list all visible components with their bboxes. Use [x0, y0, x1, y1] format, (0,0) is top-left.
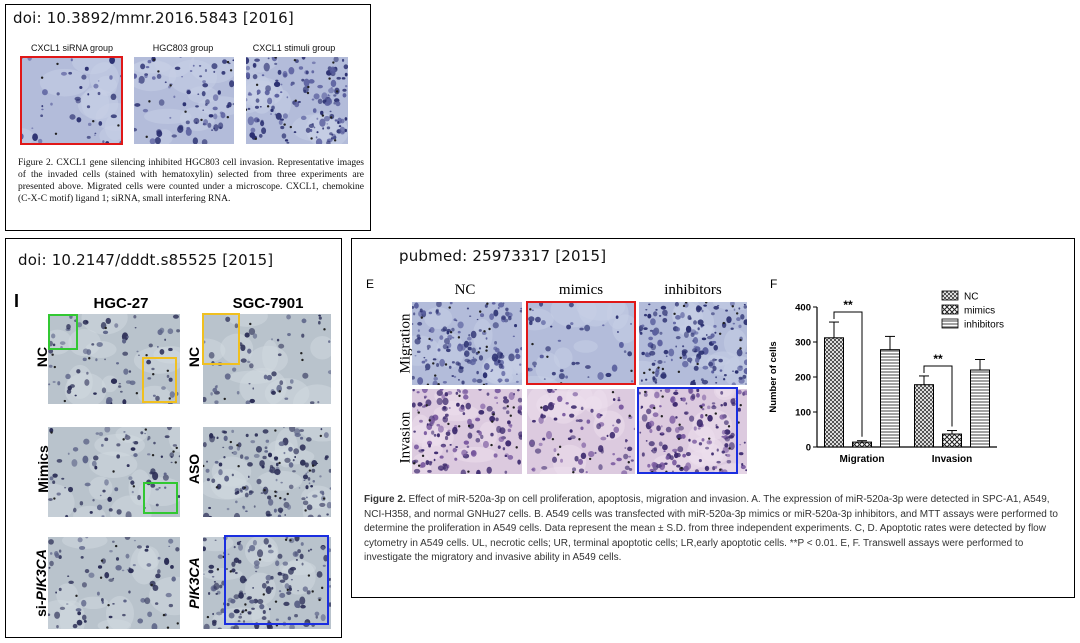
micrograph-blue: [203, 314, 331, 404]
panel-letter: E: [366, 277, 375, 291]
significance-marker: **: [843, 298, 853, 312]
row-label: si-PIK3CA: [33, 549, 49, 617]
bar-chart: 0 100 200 300 400 Number of cells Migration ** I…: [768, 290, 1004, 465]
row-label: PIK3CA: [186, 557, 202, 609]
column-label: CXCL1 stimuli group: [252, 43, 336, 53]
highlight-box-blue: [224, 535, 329, 625]
caption-label: Figure 2.: [364, 494, 406, 505]
bar: [942, 433, 962, 448]
doi-label: pubmed: 25973317 [2015]: [399, 247, 607, 265]
highlight-box-yellow: [142, 357, 177, 403]
highlight-box-yellow: [202, 313, 240, 365]
legend-swatch: [941, 290, 959, 301]
micrograph-blue: [134, 57, 234, 144]
bar: [880, 349, 900, 448]
bar: [970, 369, 990, 448]
figure-caption: Figure 2. CXCL1 gene silencing inhibited…: [18, 158, 364, 204]
micrograph-purple: [527, 389, 635, 474]
legend-swatch: [941, 318, 959, 329]
bar: [824, 337, 844, 448]
column-header: HGC-27: [93, 295, 149, 312]
figure-panel-2: doi: 10.2147/dddt.s85525 [2015] I HGC-27…: [5, 238, 342, 638]
y-tick-label: 200: [795, 373, 811, 384]
highlight-box-red: [526, 301, 636, 385]
column-label: CXCL1 siRNA group: [30, 43, 114, 53]
row-label: ASO: [186, 453, 202, 485]
caption-text: Effect of miR-520a-3p on cell proliferat…: [364, 494, 1058, 563]
legend-label: inhibitors: [964, 320, 1004, 331]
x-tick-label: Invasion: [932, 454, 973, 465]
micrograph-blue: [48, 537, 180, 629]
figure-caption: Figure 2. Effect of miR-520a-3p on cell …: [364, 493, 1062, 566]
column-label: HGC803 group: [152, 43, 214, 53]
highlight-box-green: [48, 314, 78, 350]
column-header: SGC-7901: [232, 295, 304, 312]
highlight-box-red: [20, 56, 123, 145]
y-tick-label: 0: [806, 443, 811, 454]
significance-marker: **: [933, 352, 943, 366]
micrograph-blue: [48, 314, 180, 404]
micrograph-blue: [527, 302, 635, 385]
y-axis-label: Number of cells: [768, 341, 779, 412]
column-header: inhibitors: [664, 282, 722, 298]
y-tick-label: 300: [795, 338, 811, 349]
figure-panel-1: doi: 10.3892/mmr.2016.5843 [2016] CXCL1 …: [5, 4, 371, 231]
micrograph-blue: [412, 302, 522, 385]
micrograph-blue: [21, 57, 123, 144]
legend-label: mimics: [964, 306, 995, 317]
figure-panel-3: pubmed: 25973317 [2015] E F NC mimics in…: [351, 238, 1075, 598]
highlight-box-green: [143, 482, 178, 514]
micrograph-blue: [246, 57, 348, 144]
column-header: NC: [454, 282, 476, 298]
micrograph-blue: [48, 427, 180, 517]
x-tick-label: Migration: [840, 454, 885, 465]
doi-label: doi: 10.3892/mmr.2016.5843 [2016]: [13, 9, 294, 27]
micrograph-blue: [639, 302, 747, 385]
micrograph-blue: [203, 427, 331, 517]
highlight-box-blue: [637, 387, 738, 474]
doi-label: doi: 10.2147/dddt.s85525 [2015]: [18, 251, 274, 269]
bar: [914, 384, 934, 448]
legend-label: NC: [964, 292, 978, 303]
significance-bracket: [923, 365, 953, 427]
panel-letter: I: [14, 291, 20, 311]
legend-swatch: [941, 304, 959, 315]
micrograph-purple: [639, 389, 747, 474]
panel-letter: F: [770, 277, 778, 291]
y-tick-label: 400: [795, 303, 811, 314]
row-label: Mimics: [35, 445, 51, 493]
y-tick-label: 100: [795, 408, 811, 419]
row-label: NC: [186, 346, 202, 368]
micrograph-purple: [412, 389, 522, 474]
column-header: mimics: [558, 282, 604, 298]
bar: [852, 441, 872, 448]
significance-bracket: [833, 311, 863, 437]
